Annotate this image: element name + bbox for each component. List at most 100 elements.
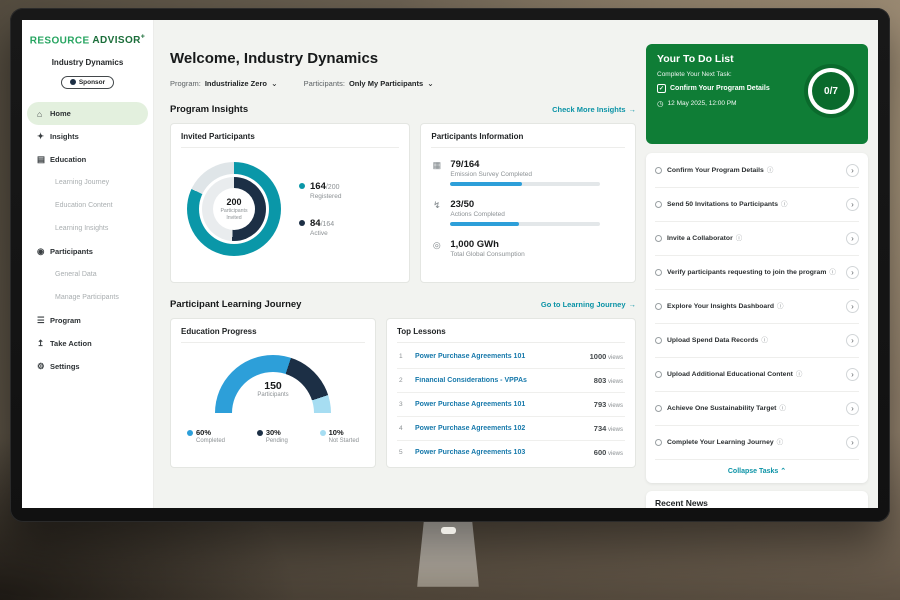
filter-value: Industrialize Zero (204, 79, 267, 88)
sidebar-item[interactable]: ☰ Program (22, 309, 153, 332)
sidebar-item[interactable]: Manage Participants (22, 286, 153, 309)
education-progress-card: Education Progress 150 Participants (170, 318, 376, 468)
task-radio[interactable] (655, 439, 662, 446)
task-label-text: Explore Your Insights Dashboard (667, 302, 775, 310)
info-icon[interactable]: ⓘ (779, 404, 786, 412)
task-chevron-button[interactable]: › (846, 232, 859, 245)
task-radio[interactable] (655, 167, 662, 174)
task-chevron-button[interactable]: › (846, 266, 859, 279)
sidebar-item[interactable]: Education Content (22, 194, 153, 217)
task-chevron-button[interactable]: › (846, 300, 859, 313)
task-chevron-button[interactable]: › (846, 436, 859, 449)
info-icon[interactable]: ⓘ (761, 336, 768, 344)
task-chevron-button[interactable]: › (846, 368, 859, 381)
task-radio[interactable] (655, 303, 662, 310)
lesson-row: 1 Power Purchase Agreements 101 1000 vie… (397, 345, 625, 369)
todo-next-task[interactable]: ✓ Confirm Your Program Details (657, 84, 799, 93)
go-to-learning-journey-link[interactable]: Go to Learning Journey → (541, 300, 636, 309)
task-chevron-button[interactable]: › (846, 334, 859, 347)
task-radio[interactable] (655, 405, 662, 412)
info-icon[interactable]: ⓘ (777, 302, 784, 310)
sidebar-item[interactable]: ⌂ Home (27, 102, 148, 126)
info-icon[interactable]: ⓘ (776, 438, 784, 446)
sidebar-item-label: Manage Participants (55, 294, 119, 302)
todo-due-text: 12 May 2025, 12:00 PM (667, 100, 737, 107)
collapse-tasks-link[interactable]: Collapse Tasks ⌃ (655, 460, 859, 480)
task-row[interactable]: Confirm Your Program Details ⓘ › (655, 154, 859, 188)
legend-label: Completed (196, 438, 226, 444)
clock-icon: ◷ (657, 99, 664, 108)
sidebar-item-label: Education (50, 155, 87, 165)
task-row[interactable]: Complete Your Learning Journey ⓘ › (655, 426, 859, 460)
task-radio[interactable] (655, 235, 662, 242)
take-action-icon: ↥ (37, 338, 45, 349)
chevron-down-icon: ⌄ (427, 79, 434, 88)
legend-label: Registered (310, 193, 342, 200)
info-icon[interactable]: ⓘ (829, 268, 836, 276)
lesson-link[interactable]: Power Purchase Agreements 101 (415, 401, 526, 408)
lesson-link[interactable]: Power Purchase Agreements 101 (415, 353, 526, 360)
chevron-right-icon: › (851, 438, 854, 447)
lesson-views-label: views (607, 451, 623, 457)
task-row[interactable]: Verify participants requesting to join t… (655, 256, 859, 290)
checkbox-icon[interactable]: ✓ (657, 84, 666, 93)
lesson-link[interactable]: Power Purchase Agreements 102 (415, 425, 526, 432)
task-radio[interactable] (655, 371, 662, 378)
sidebar-item[interactable]: ✦ Insights (22, 125, 153, 148)
sidebar-item[interactable]: ▤ Education (22, 148, 153, 171)
task-chevron-button[interactable]: › (846, 164, 859, 177)
task-row[interactable]: Upload Additional Educational Content ⓘ › (655, 358, 859, 392)
task-label-text: Confirm Your Program Details (667, 166, 764, 174)
filter-dropdown[interactable]: Participants: Only My Participants ⌄ (304, 79, 434, 88)
consumption-icon: ◎ (432, 240, 441, 250)
task-row[interactable]: Upload Spend Data Records ⓘ › (655, 324, 859, 358)
task-radio[interactable] (655, 201, 662, 208)
lesson-row: 3 Power Purchase Agreements 101 793 view… (397, 393, 625, 417)
legend-dot (319, 429, 326, 436)
task-radio[interactable] (655, 337, 662, 344)
task-chevron-button[interactable]: › (846, 402, 859, 415)
info-icon[interactable]: ⓘ (795, 370, 803, 378)
legend-dot (187, 429, 193, 436)
check-more-insights-link[interactable]: Check More Insights → (552, 105, 636, 114)
sponsor-badge[interactable]: Sponsor (60, 75, 115, 89)
filter-dropdown[interactable]: Program: Industrialize Zero ⌄ (170, 79, 278, 88)
sidebar-item[interactable]: ◉ Participants (22, 240, 153, 263)
settings-icon: ⚙ (37, 361, 45, 372)
task-row[interactable]: Achieve One Sustainability Target ⓘ › (655, 392, 859, 426)
tasks-card: Confirm Your Program Details ⓘ › Send 50 … (646, 153, 868, 483)
sidebar-item[interactable]: ⚙ Settings (22, 355, 153, 378)
logo-word-advisor-text: ADVISOR (92, 35, 141, 47)
sidebar-item[interactable]: Learning Insights (22, 217, 153, 240)
task-label-text: Achieve One Sustainability Target (667, 404, 777, 412)
chevron-right-icon: › (851, 336, 854, 345)
check-icon: ✓ (658, 86, 665, 92)
arrow-right-icon: → (628, 300, 637, 309)
participants-icon: ◉ (37, 246, 45, 257)
lesson-views-label: views (607, 379, 623, 385)
link-label: Go to Learning Journey (540, 300, 626, 309)
task-radio[interactable] (655, 269, 662, 276)
org-name: Industry Dynamics (51, 58, 124, 68)
invited-participants-card: Invited Participants 200 Pa (170, 123, 411, 283)
lesson-link[interactable]: Financial Considerations - VPPAs (415, 377, 527, 384)
info-icon[interactable]: ⓘ (766, 166, 774, 174)
task-row[interactable]: Invite a Collaborator ⓘ › (655, 222, 859, 256)
chevron-right-icon: › (851, 200, 854, 209)
card-title: Invited Participants (181, 132, 400, 148)
legend-dot (299, 183, 305, 189)
lesson-views-count: 793 (593, 400, 607, 409)
info-icon[interactable]: ⓘ (735, 234, 743, 242)
info-icon[interactable]: ⓘ (781, 200, 788, 208)
sidebar-item[interactable]: Learning Journey (22, 171, 153, 194)
screen: RESOURCE ADVISOR+ Industry Dynamics Spon… (22, 20, 878, 508)
legend-item: 30% Pending (256, 428, 288, 444)
section-title: Program Insights (170, 104, 249, 115)
sidebar-item[interactable]: ↥ Take Action (22, 332, 153, 355)
task-row[interactable]: Explore Your Insights Dashboard ⓘ › (655, 290, 859, 324)
sidebar-item[interactable]: General Data (22, 263, 153, 286)
task-chevron-button[interactable]: › (846, 198, 859, 211)
task-label-text: Upload Additional Educational Content (667, 370, 793, 378)
task-row[interactable]: Send 50 Invitations to Participants ⓘ › (655, 188, 859, 222)
lesson-link[interactable]: Power Purchase Agreements 103 (415, 449, 526, 456)
